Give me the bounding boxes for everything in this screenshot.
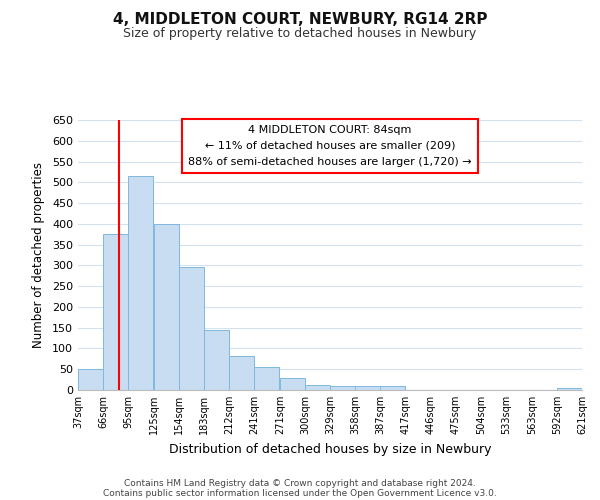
Bar (380, 386, 405, 390)
Text: 4, MIDDLETON COURT, NEWBURY, RG14 2RP: 4, MIDDLETON COURT, NEWBURY, RG14 2RP (113, 12, 487, 28)
Bar (254, 367, 279, 390)
Bar (280, 378, 305, 390)
Bar (154, 224, 179, 390)
Bar (229, 356, 254, 390)
Text: 4 MIDDLETON COURT: 84sqm
← 11% of detached houses are smaller (209)
88% of semi-: 4 MIDDLETON COURT: 84sqm ← 11% of detach… (188, 126, 472, 166)
Bar (557, 388, 582, 390)
Bar (78, 369, 103, 390)
Y-axis label: Number of detached properties: Number of detached properties (32, 162, 45, 348)
X-axis label: Distribution of detached houses by size in Newbury: Distribution of detached houses by size … (169, 442, 491, 456)
Bar (305, 384, 330, 390)
Bar (330, 386, 355, 390)
Text: Contains HM Land Registry data © Crown copyright and database right 2024.: Contains HM Land Registry data © Crown c… (124, 478, 476, 488)
Bar (103, 234, 128, 390)
Bar (204, 330, 229, 390)
Text: Size of property relative to detached houses in Newbury: Size of property relative to detached ho… (124, 28, 476, 40)
Bar (128, 176, 153, 390)
Bar (179, 268, 204, 390)
Bar (355, 386, 380, 390)
Text: Contains public sector information licensed under the Open Government Licence v3: Contains public sector information licen… (103, 488, 497, 498)
